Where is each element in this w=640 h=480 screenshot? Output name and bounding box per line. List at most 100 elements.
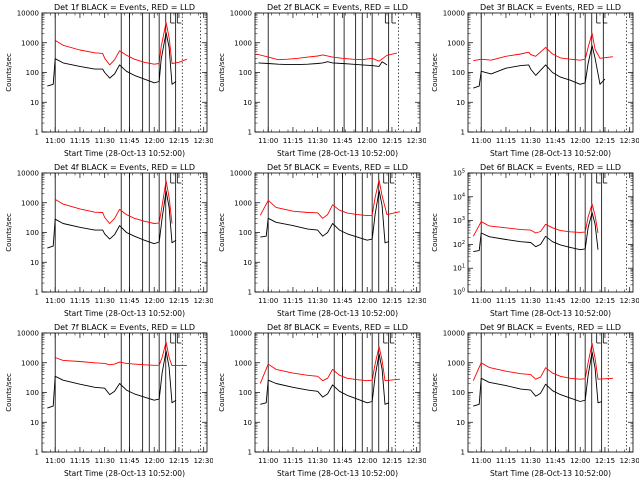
chart-title: Det 6f BLACK = Events, RED = LLD	[480, 163, 621, 172]
y-tick-label: 100	[26, 69, 39, 77]
x-tick-label: 11:15	[496, 137, 516, 145]
x-tick-label: 12:00	[570, 137, 590, 145]
x-tick-label: 12:30	[620, 137, 639, 145]
chart-title: Det 3f BLACK = Events, RED = LLD	[480, 3, 621, 12]
x-tick-label: 11:00	[258, 137, 278, 145]
chart-title: Det 1f BLACK = Events, RED = LLD	[54, 3, 195, 12]
x-tick-label: 11:30	[308, 457, 328, 465]
x-tick-label: 11:00	[258, 457, 278, 465]
lld-series-line	[472, 342, 613, 381]
x-axis-label: Start Time (28-Oct-13 10:52:00)	[64, 309, 185, 318]
x-tick-label: 11:30	[521, 137, 541, 145]
x-tick-label: 11:00	[45, 297, 65, 305]
y-tick-label: 1000	[21, 39, 39, 47]
y-tick-label: 10000	[17, 10, 39, 18]
y-tick-label: 1000	[447, 39, 465, 47]
series-group	[47, 341, 187, 409]
x-tick-label: 12:30	[194, 457, 213, 465]
y-tick-label: 100	[453, 288, 465, 297]
events-series-line	[260, 353, 390, 405]
x-tick-label: 12:00	[357, 457, 377, 465]
lld-series-line	[54, 180, 173, 224]
series-group	[47, 22, 188, 87]
x-tick-label: 11:15	[70, 457, 90, 465]
x-tick-label: 11:15	[70, 137, 90, 145]
x-axis-label: Start Time (28-Oct-13 10:52:00)	[277, 149, 398, 158]
x-tick-label: 11:45	[545, 457, 565, 465]
x-tick-label: 12:15	[382, 297, 402, 305]
y-axis-label: Counts/sec	[218, 53, 226, 92]
series-group	[259, 346, 400, 405]
detector-panel-3: Det 3f BLACK = Events, RED = LLD Counts/s…	[426, 0, 639, 160]
chart-title: Det 2f BLACK = Events, RED = LLD	[267, 3, 408, 12]
x-tick-label: 11:45	[545, 297, 565, 305]
x-tick-label: 11:45	[332, 137, 352, 145]
chart-svg: Det 6f BLACK = Events, RED = LLD Counts/s…	[431, 163, 639, 318]
y-tick-label: 10000	[17, 170, 39, 178]
lld-series-line	[259, 179, 400, 219]
lld-series-line	[259, 346, 400, 384]
events-series-line	[473, 351, 603, 407]
series-group	[256, 52, 397, 67]
x-tick-label: 11:45	[332, 297, 352, 305]
x-tick-label: 12:30	[194, 297, 213, 305]
x-tick-label: 11:30	[95, 297, 115, 305]
x-tick-label: 11:15	[496, 297, 516, 305]
y-axis-label: Counts/sec	[218, 373, 226, 412]
x-tick-label: 11:30	[521, 457, 541, 465]
x-tick-label: 12:00	[144, 297, 164, 305]
y-tick-label: 10	[243, 99, 252, 107]
chart-title: Det 5f BLACK = Events, RED = LLD	[267, 163, 408, 172]
y-axis-label: Counts/sec	[431, 53, 439, 92]
x-tick-label: 12:15	[595, 137, 615, 145]
y-tick-label: 10	[243, 259, 252, 267]
y-tick-label: 1	[35, 289, 39, 297]
x-tick-label: 11:30	[308, 297, 328, 305]
y-axis-label: Counts/sec	[218, 213, 226, 252]
x-tick-label: 12:30	[194, 137, 213, 145]
y-tick-label: 100	[452, 389, 465, 397]
x-tick-label: 11:00	[471, 297, 491, 305]
y-tick-label: 1	[248, 449, 252, 457]
y-tick-label: 105	[453, 169, 465, 178]
detector-panel-9: Det 9f BLACK = Events, RED = LLD Counts/s…	[426, 320, 639, 480]
y-tick-label: 1000	[234, 359, 252, 367]
detector-panel-1: Det 1f BLACK = Events, RED = LLD Counts/s…	[0, 0, 213, 160]
x-tick-label: 12:15	[169, 137, 189, 145]
chart-title: Det 9f BLACK = Events, RED = LLD	[480, 323, 621, 332]
detector-panel-8: Det 8f BLACK = Events, RED = LLD Counts/s…	[213, 320, 426, 480]
events-series-line	[473, 45, 606, 89]
y-tick-label: 100	[239, 69, 252, 77]
y-axis-label: Counts/sec	[5, 213, 13, 252]
y-axis-label: Counts/sec	[5, 373, 13, 412]
x-tick-label: 12:15	[169, 457, 189, 465]
y-tick-label: 1	[461, 129, 465, 137]
x-tick-label: 11:00	[258, 297, 278, 305]
y-tick-label: 100	[26, 389, 39, 397]
x-tick-label: 12:30	[620, 297, 639, 305]
y-axis-label: Counts/sec	[431, 373, 439, 412]
x-tick-label: 11:00	[471, 137, 491, 145]
x-tick-label: 12:00	[357, 137, 377, 145]
y-tick-label: 100	[452, 69, 465, 77]
lld-series-line	[54, 22, 188, 66]
series-group	[259, 179, 400, 244]
x-axis-label: Start Time (28-Oct-13 10:52:00)	[64, 469, 185, 478]
x-tick-label: 12:00	[144, 137, 164, 145]
y-tick-label: 1000	[447, 359, 465, 367]
y-tick-label: 10000	[230, 170, 252, 178]
y-tick-label: 1	[248, 289, 252, 297]
series-group	[473, 32, 613, 89]
x-tick-label: 11:30	[95, 457, 115, 465]
y-tick-label: 10000	[443, 330, 465, 338]
y-tick-label: 10	[243, 419, 252, 427]
x-tick-label: 11:30	[95, 137, 115, 145]
events-series-line	[47, 190, 177, 249]
y-tick-label: 1	[248, 129, 252, 137]
chart-title: Det 8f BLACK = Events, RED = LLD	[267, 323, 408, 332]
x-tick-label: 12:15	[382, 137, 402, 145]
y-tick-label: 1000	[234, 39, 252, 47]
x-tick-label: 12:30	[407, 297, 426, 305]
y-tick-label: 100	[239, 389, 252, 397]
